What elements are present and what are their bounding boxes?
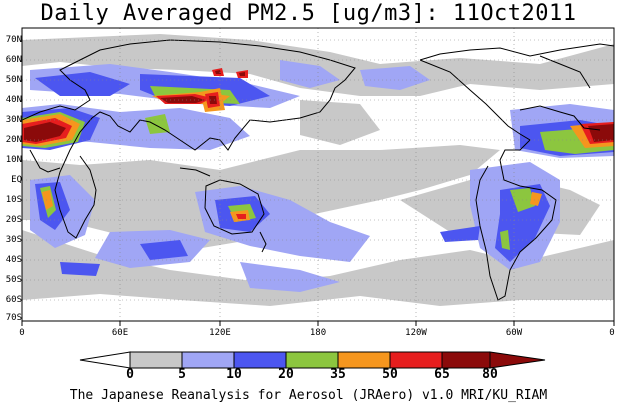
lat-label-30n: 30N <box>5 115 22 125</box>
lat-label-50n: 50N <box>5 75 22 85</box>
colorbar-segment-6 <box>389 351 443 369</box>
lat-label-70n: 70N <box>5 35 22 45</box>
lat-label-eq: EQ <box>11 175 22 185</box>
colorbar-segment-7 <box>441 351 491 369</box>
colorbar-label-0: 0 <box>126 367 134 382</box>
credit-footer: The Japanese Reanalysis for Aerosol (JRA… <box>69 388 548 403</box>
colorbar-label-65: 65 <box>434 367 450 382</box>
coastlines <box>22 39 614 301</box>
lon-label-0-east: 0 <box>609 328 615 338</box>
lat-label-20n: 20N <box>5 135 22 145</box>
colorbar-label-5: 5 <box>178 367 186 382</box>
lon-label-120e: 120E <box>209 328 231 338</box>
lon-label-180: 180 <box>309 328 327 338</box>
lat-label-40s: 40S <box>5 255 22 265</box>
lat-label-60n: 60N <box>5 55 22 65</box>
lat-label-50s: 50S <box>5 275 22 285</box>
axis-ticks <box>21 321 615 326</box>
colorbar-segment-5 <box>337 351 391 369</box>
colorbar-segment-2 <box>181 351 235 369</box>
colorbar-segment-4 <box>285 351 339 369</box>
lon-label-120w: 120W <box>405 328 427 338</box>
lat-label-10n: 10N <box>5 155 22 165</box>
field-80-plus <box>24 70 614 142</box>
colorbar-segment-8 <box>489 351 546 369</box>
lon-label-0-west: 0 <box>19 328 25 338</box>
lon-label-60w: 60W <box>505 328 523 338</box>
colorbar-label-50: 50 <box>382 367 398 382</box>
colorbar-label-35: 35 <box>330 367 346 382</box>
colorbar-segment-1 <box>129 351 183 369</box>
colorbar-segment-3 <box>233 351 287 369</box>
colorbar-label-20: 20 <box>278 367 294 382</box>
lat-label-20s: 20S <box>5 215 22 225</box>
colorbar-segment-0 <box>79 351 131 369</box>
lat-label-60s: 60S <box>5 295 22 305</box>
lat-label-40n: 40N <box>5 95 22 105</box>
grid-lines <box>22 28 614 321</box>
colorbar-label-80: 80 <box>482 367 498 382</box>
lon-label-60e: 60E <box>111 328 129 338</box>
lat-label-70s: 70S <box>5 313 22 323</box>
colorbar <box>79 351 546 369</box>
colorbar-label-10: 10 <box>226 367 242 382</box>
lat-label-30s: 30S <box>5 235 22 245</box>
lat-label-10s: 10S <box>5 195 22 205</box>
map-title: Daily Averaged PM2.5 [ug/m3]: 11Oct2011 <box>40 1 577 26</box>
